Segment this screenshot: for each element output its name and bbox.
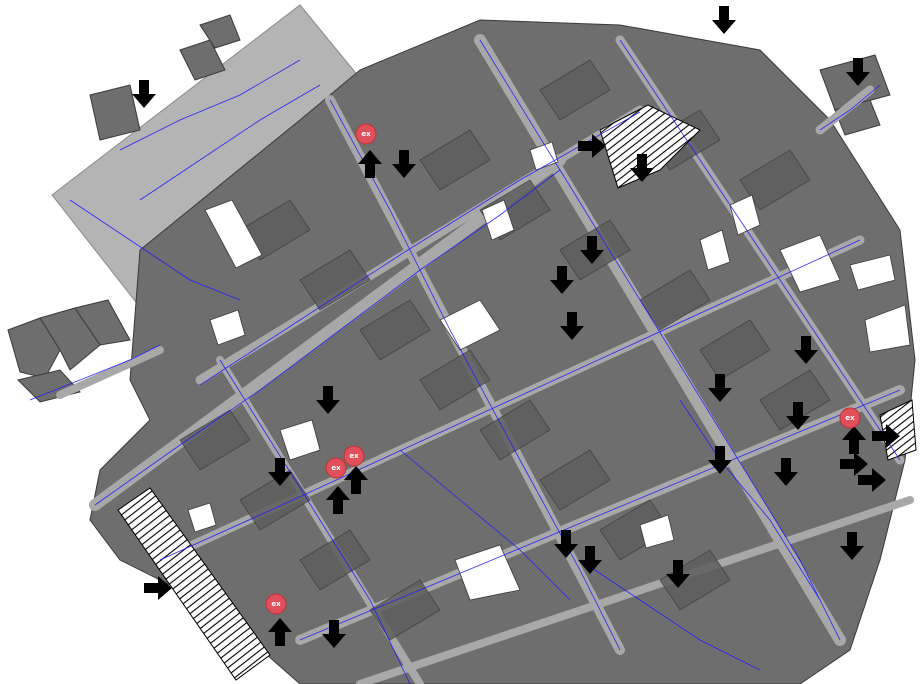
trajectory-lines [29, 39, 901, 684]
exit-marker-label: ex [331, 464, 341, 472]
exit-marker[interactable]: ex [325, 457, 347, 479]
courtyards [187, 141, 911, 601]
exit-marker[interactable]: ex [355, 123, 377, 145]
outlying-buildings-left [7, 14, 891, 403]
city-block-mass [89, 19, 916, 684]
hatched-zone-lower-left [117, 487, 271, 681]
exit-marker-label: ex [271, 600, 281, 608]
hatched-zone-upper-right [599, 104, 701, 189]
exit-markers[interactable]: ex ex ex ex ex [265, 123, 861, 615]
exit-marker-label: ex [361, 130, 371, 138]
exit-marker-label: ex [845, 414, 855, 422]
exit-marker[interactable]: ex [265, 593, 287, 615]
exit-marker[interactable]: ex [343, 445, 365, 467]
exit-marker-label: ex [349, 452, 359, 460]
exit-marker[interactable]: ex [839, 407, 861, 429]
